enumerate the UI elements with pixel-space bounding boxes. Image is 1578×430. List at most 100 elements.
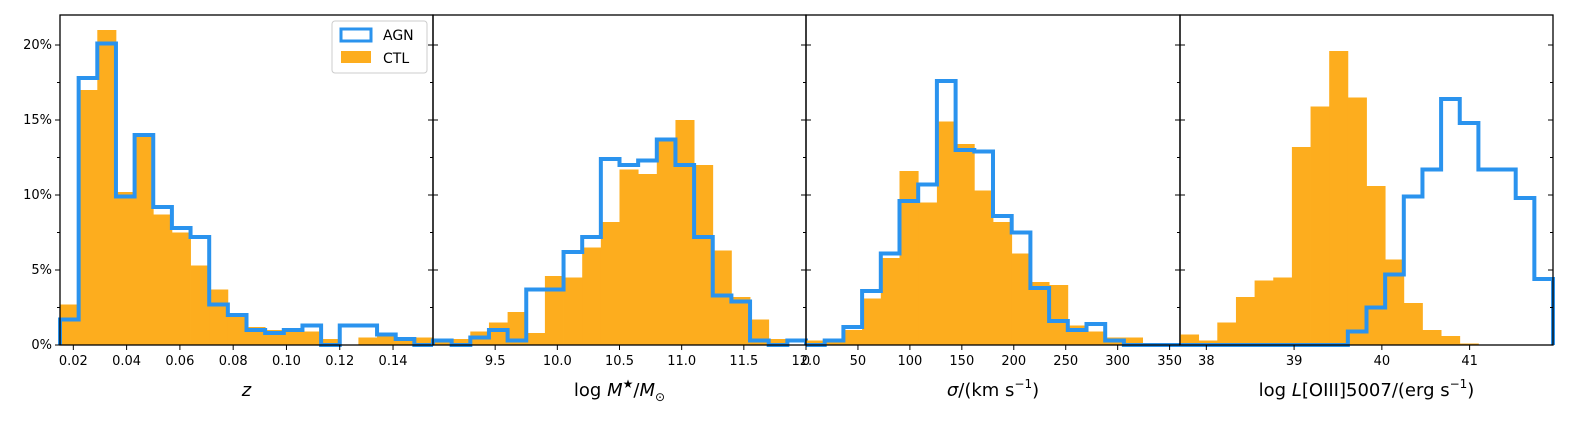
- legend-ctl-label: CTL: [383, 51, 409, 67]
- x-tick-label: 0.04: [112, 354, 141, 369]
- x-tick-label: 10.5: [605, 354, 634, 369]
- ctl-bar: [918, 202, 938, 345]
- ctl-bar: [880, 258, 900, 345]
- legend-agn-label: AGN: [383, 28, 414, 44]
- panel-3: 0 50 100 150 200 250 300 350 σ/(km s−1): [801, 14, 1182, 401]
- x-tick-label: 200: [1001, 354, 1026, 369]
- x-tick-label: 9.5: [485, 354, 506, 369]
- ctl-bar: [1385, 259, 1405, 345]
- panel-1: 0% 5% 10% 15% 20% 0.02 0.04 0.06 0.08 0.10 0.12 0.1…: [23, 14, 434, 401]
- x-tick-label: 0.12: [325, 354, 354, 369]
- x-tick-label: 300: [1105, 354, 1130, 369]
- agn-step-line: [806, 79, 1180, 347]
- ctl-bar: [190, 265, 210, 345]
- ctl-bar: [974, 190, 994, 345]
- ctl-bar: [1459, 343, 1479, 345]
- x-axis-label: log M★/M⊙: [574, 377, 665, 404]
- legend-agn-swatch: [339, 27, 373, 43]
- ctl-bar: [582, 247, 602, 345]
- ctl-bar: [731, 297, 751, 345]
- ctl-bar: [619, 169, 639, 345]
- x-tick-label: 39: [1286, 354, 1303, 369]
- ctl-bar: [115, 192, 135, 345]
- ctl-bar: [1180, 334, 1200, 345]
- ctl-bar: [451, 339, 471, 345]
- ctl-bar: [1011, 253, 1031, 345]
- x-tick-label: 11.0: [667, 354, 696, 369]
- ctl-bar: [526, 333, 546, 345]
- ctl-bar: [544, 276, 564, 345]
- ctl-bar: [1422, 330, 1442, 345]
- y-tick-label: 5%: [31, 263, 52, 278]
- ctl-bar: [563, 277, 583, 345]
- y-tick-label: 10%: [23, 188, 52, 203]
- ctl-bar: [1347, 97, 1367, 345]
- ctl-bar: [862, 298, 882, 345]
- ctl-bar: [209, 289, 229, 345]
- agn-step-line: [431, 137, 808, 347]
- x-tick-label: 0.08: [219, 354, 248, 369]
- x-axis-label: log L[OIII]5007/(erg s−1): [1259, 377, 1475, 401]
- ctl-bar: [507, 312, 527, 345]
- ctl-bar: [806, 340, 826, 345]
- x-tick-label: 11.5: [729, 354, 758, 369]
- x-tick-label: 0: [802, 354, 810, 369]
- agn-step-line: [58, 41, 433, 347]
- ctl-bar: [1086, 331, 1106, 345]
- ctl-bar: [1291, 147, 1311, 345]
- x-tick-label: 41: [1461, 354, 1478, 369]
- ctl-bar: [712, 250, 732, 345]
- ctl-bar: [302, 331, 322, 345]
- x-tick-label: 50: [850, 354, 867, 369]
- ctl-bar: [993, 222, 1013, 345]
- ctl-bar: [656, 138, 676, 345]
- ctl-bar: [1217, 322, 1237, 345]
- ctl-bar: [1030, 282, 1050, 345]
- ctl-bar: [1441, 336, 1461, 345]
- ctl-bar: [321, 339, 341, 345]
- legend: AGN CTL: [331, 20, 428, 74]
- ctl-bar: [955, 144, 975, 345]
- panel-2: 9.5 10.0 10.5 11.0 11.5 12.0 log M★/M⊙: [428, 14, 821, 404]
- x-tick-label: 250: [1053, 354, 1078, 369]
- ctl-bar: [768, 339, 788, 345]
- ctl-bar: [1273, 277, 1293, 345]
- ctl-bar: [134, 136, 154, 345]
- ctl-bar: [488, 322, 508, 345]
- x-tick-label: 0.06: [165, 354, 194, 369]
- ctl-bar: [1329, 51, 1349, 345]
- ctl-bar: [227, 315, 247, 345]
- x-tick-label: 40: [1374, 354, 1391, 369]
- ctl-bar: [97, 30, 117, 345]
- ctl-bar: [1403, 303, 1423, 345]
- y-tick-label: 0%: [31, 338, 52, 353]
- legend-ctl-swatch: [341, 51, 371, 63]
- ctl-bar: [936, 121, 956, 345]
- panel-4: 38 39 40 41 log L[OIII]5007/(erg s−1): [1175, 14, 1555, 401]
- ctl-bar: [433, 340, 453, 345]
- x-tick-label: 38: [1198, 354, 1215, 369]
- ctl-bar: [638, 174, 658, 345]
- ctl-bar: [675, 120, 695, 345]
- x-tick-label: 0.10: [272, 354, 301, 369]
- ctl-bar: [171, 232, 191, 345]
- ctl-bar: [1254, 280, 1274, 345]
- x-tick-label: 150: [949, 354, 974, 369]
- ctl-bar: [1123, 337, 1143, 345]
- ctl-bar: [283, 331, 303, 345]
- ctl-bar: [414, 337, 434, 345]
- ctl-bar: [60, 304, 80, 345]
- ctl-bar: [1310, 106, 1330, 345]
- ctl-bar: [1198, 340, 1218, 345]
- x-tick-label: 100: [897, 354, 922, 369]
- x-tick-label: 350: [1157, 354, 1182, 369]
- ctl-bar: [377, 336, 397, 345]
- ctl-bar: [395, 337, 415, 345]
- ctl-bar: [694, 165, 714, 345]
- ctl-bar: [153, 214, 173, 345]
- x-tick-label: 12.0: [792, 354, 821, 369]
- x-tick-label: 0.02: [59, 354, 88, 369]
- ctl-bar: [1049, 285, 1069, 345]
- ctl-bar: [843, 330, 863, 345]
